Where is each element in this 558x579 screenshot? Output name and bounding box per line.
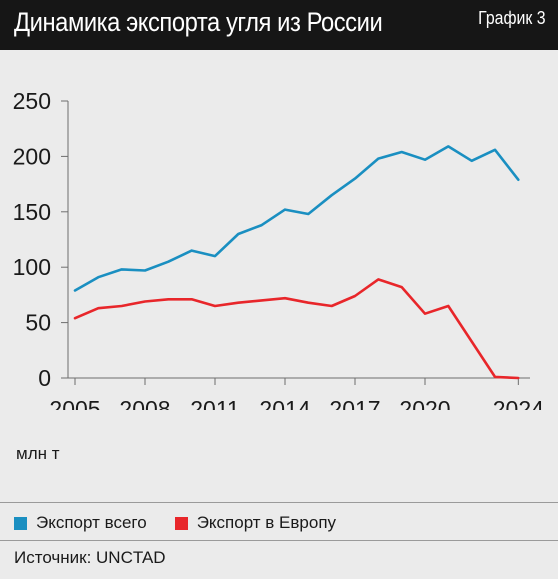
x-tick-label: 2017 xyxy=(329,396,380,410)
x-tick-label: 2014 xyxy=(259,396,310,410)
x-tick-label: 2024 xyxy=(493,396,544,410)
legend-divider xyxy=(0,502,558,503)
y-tick-label: 250 xyxy=(13,88,51,114)
line-chart: 0 50 100 150 200 250 2005 2008 2011 2014 2017 2020 2… xyxy=(13,88,544,410)
legend-item-europe: Экспорт в Европу xyxy=(174,513,337,533)
chart-title: Динамика экспорта угля из России xyxy=(14,7,383,37)
x-tick-label: 2005 xyxy=(49,396,100,410)
y-tick-label: 200 xyxy=(13,143,51,169)
y-tick-label: 50 xyxy=(25,310,51,336)
chart-header: Динамика экспорта угля из России График … xyxy=(0,0,558,50)
legend-swatch-europe xyxy=(174,516,188,530)
y-tick-label: 100 xyxy=(13,254,51,280)
legend-label-total: Экспорт всего xyxy=(36,513,147,532)
y-tick-label: 0 xyxy=(38,365,51,391)
series-line-total-export xyxy=(73,145,520,292)
y-axis-unit-label: млн т xyxy=(16,444,60,463)
chart-legend: Экспорт всего Экспорт в Европу xyxy=(14,512,364,534)
legend-item-total: Экспорт всего xyxy=(14,513,147,533)
y-tick-label: 150 xyxy=(13,199,51,225)
source-divider xyxy=(0,540,558,541)
x-tick-label: 2011 xyxy=(190,396,239,410)
x-tick-label: 2020 xyxy=(399,396,450,410)
source-note: Источник: UNCTAD xyxy=(14,548,166,567)
chart-number-label: График 3 xyxy=(478,8,546,28)
x-tick-label: 2008 xyxy=(119,396,170,410)
legend-swatch-total xyxy=(14,516,27,530)
legend-label-europe: Экспорт в Европу xyxy=(196,513,337,532)
series-line-europe-export xyxy=(73,278,520,380)
